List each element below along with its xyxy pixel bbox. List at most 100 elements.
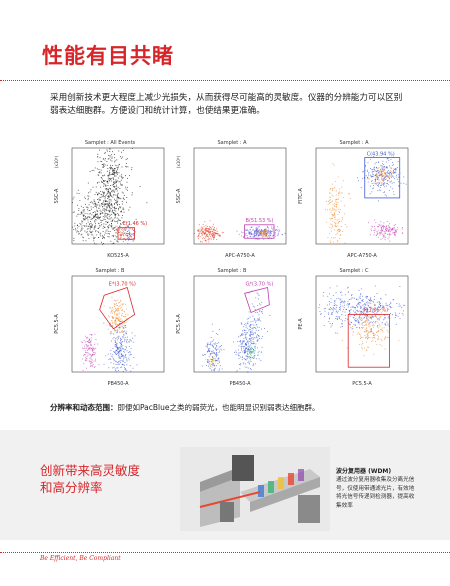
- event-dot: [91, 334, 93, 336]
- event-dot: [82, 342, 83, 343]
- event-dot: [386, 176, 388, 177]
- event-dot: [122, 197, 124, 199]
- event-dot: [362, 295, 363, 297]
- event-dot: [104, 205, 106, 207]
- event-dot: [362, 337, 364, 338]
- event-dot: [332, 214, 333, 216]
- event-dot: [115, 338, 117, 340]
- event-dot: [383, 179, 385, 181]
- event-dot: [197, 230, 198, 231]
- event-dot: [105, 230, 107, 232]
- event-dot: [124, 349, 126, 351]
- event-dot: [249, 284, 251, 286]
- event-dot: [379, 231, 381, 233]
- event-dot: [385, 174, 387, 176]
- event-dot: [101, 164, 103, 165]
- event-dot: [117, 362, 119, 364]
- event-dot: [118, 357, 120, 359]
- event-dot: [102, 216, 104, 217]
- event-dot: [382, 163, 383, 165]
- event-dot: [259, 233, 261, 235]
- event-dot: [254, 312, 256, 314]
- event-dot: [113, 359, 115, 360]
- event-dot: [115, 175, 117, 177]
- event-dot: [378, 182, 380, 183]
- event-dot: [339, 307, 341, 309]
- event-dot: [103, 183, 105, 185]
- event-dot: [114, 170, 115, 172]
- event-dot: [107, 205, 109, 207]
- event-dot: [107, 213, 109, 215]
- event-dot: [116, 349, 117, 351]
- event-dot: [360, 311, 362, 313]
- event-dot: [212, 357, 213, 358]
- event-dot: [112, 164, 113, 166]
- event-dot: [258, 317, 260, 319]
- event-dot: [96, 205, 97, 207]
- event-dot: [114, 220, 115, 222]
- event-dot: [114, 206, 116, 208]
- event-dot: [116, 308, 118, 310]
- event-dot: [242, 330, 243, 332]
- event-dot: [372, 316, 374, 317]
- event-dot: [114, 191, 116, 193]
- event-dot: [381, 229, 383, 231]
- event-dot: [334, 229, 336, 231]
- event-dot: [257, 229, 259, 231]
- event-dot: [380, 181, 381, 183]
- event-dot: [367, 338, 369, 340]
- event-dot: [112, 151, 113, 153]
- event-dot: [131, 340, 132, 342]
- event-dot: [113, 363, 115, 365]
- event-dot: [115, 324, 117, 326]
- event-dot: [372, 174, 374, 176]
- event-dot: [368, 305, 369, 307]
- event-dot: [131, 234, 133, 235]
- event-dot: [88, 348, 90, 349]
- event-dot: [109, 174, 111, 176]
- event-dot: [355, 324, 356, 326]
- event-dot: [87, 221, 89, 223]
- event-dot: [389, 232, 391, 234]
- event-dot: [125, 175, 126, 177]
- event-dot: [209, 238, 211, 240]
- event-dot: [360, 311, 362, 312]
- event-dot: [208, 239, 209, 241]
- event-dot: [390, 234, 392, 236]
- event-dot: [110, 180, 112, 182]
- event-dot: [384, 324, 386, 326]
- event-dot: [387, 323, 389, 325]
- event-dot: [344, 320, 346, 322]
- event-dot: [396, 229, 398, 230]
- event-dot: [106, 161, 108, 162]
- event-dot: [250, 344, 251, 346]
- event-dot: [108, 197, 110, 199]
- event-dot: [258, 314, 260, 316]
- event-dot: [381, 168, 383, 170]
- event-dot: [89, 353, 91, 355]
- event-dot: [108, 225, 110, 227]
- event-dot: [384, 235, 385, 237]
- event-dot: [242, 341, 244, 343]
- event-dot: [112, 356, 114, 358]
- event-dot: [95, 219, 97, 221]
- event-dot: [264, 328, 265, 329]
- event-dot: [376, 170, 378, 172]
- event-dot: [341, 301, 343, 303]
- event-dot: [211, 360, 213, 361]
- event-dot: [104, 208, 106, 210]
- event-dot: [132, 228, 133, 230]
- event-dot: [120, 367, 122, 368]
- event-dot: [358, 297, 360, 299]
- event-dot: [115, 185, 117, 187]
- event-dot: [123, 322, 125, 324]
- event-dot: [354, 315, 356, 316]
- event-dot: [114, 154, 115, 155]
- event-dot: [376, 318, 378, 319]
- event-dot: [247, 341, 249, 343]
- event-dot: [372, 339, 374, 341]
- event-dot: [122, 354, 123, 356]
- y-axis-label: SSC-A: [54, 188, 60, 204]
- event-dot: [380, 316, 382, 317]
- event-dot: [109, 148, 111, 150]
